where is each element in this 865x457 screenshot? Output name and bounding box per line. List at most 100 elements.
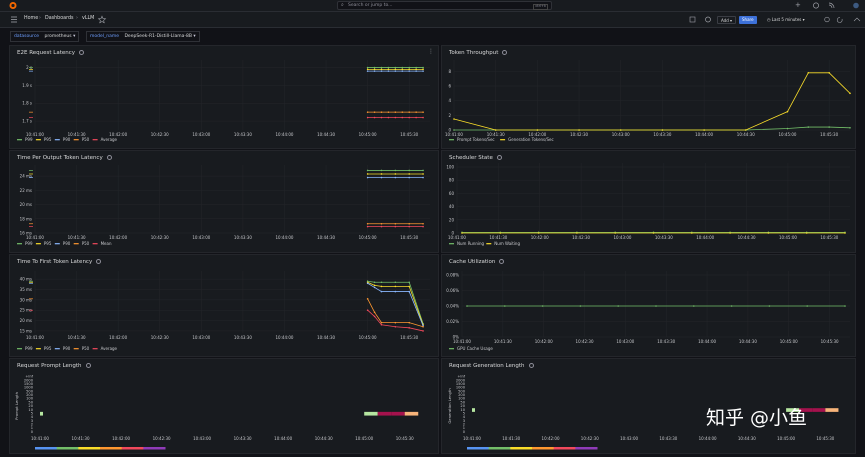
x-tick-label: 10:41:00 [463,436,481,441]
data-point [466,305,468,307]
x-tick-label: 10:44:00 [696,235,714,240]
data-point [422,173,424,175]
watermark: 知乎 @小鱼 [706,407,808,429]
save-icon[interactable] [689,16,696,23]
data-point [401,70,404,72]
variable-value: DeepSeek-R1-Distill-Llama-8B [124,34,192,39]
data-point [415,66,417,69]
panel-title-text: Time Per Output Token Latency [17,155,103,161]
x-tick-label: 10:42:30 [576,339,594,344]
legend-label: Num Waiting [494,241,520,246]
info-icon [79,50,85,55]
data-point [408,70,411,72]
data-point [394,225,397,228]
gear-icon[interactable] [705,16,711,23]
heatmap-cell [786,408,800,412]
data-point [380,225,383,228]
x-tick-label: 10:41:30 [68,235,86,240]
add-menu-button[interactable]: + [795,1,801,9]
x-tick-label: 10:43:00 [193,436,211,441]
panel-token-throughput[interactable]: Token Throughput 10:41:00 10:41:30 10:42:0… [441,45,856,149]
y-tick-label: 0 [463,430,466,434]
info-icon [96,259,102,264]
star-icon[interactable] [97,15,107,24]
data-point [401,111,404,113]
datasource-variable[interactable]: datasource prometheus ▾ [10,31,80,42]
panel-request-prompt-length[interactable]: Request Prompt Length Prompt Length +Inf… [9,358,439,454]
breadcrumb-dashboards[interactable]: Dashboards [45,16,74,21]
x-tick-label: 10:43:30 [659,436,677,441]
legend-label: Mean [101,241,112,246]
series-line [367,282,424,326]
zoom-out-icon[interactable] [824,16,830,23]
hamburger-icon[interactable] [11,16,17,23]
x-tick-label: 10:43:00 [613,235,631,240]
legend-label: GPU Cache Usage [457,346,493,351]
panel-scheduler-state[interactable]: Scheduler State 10:41:00 10:41:30 10:42:00… [441,150,856,253]
data-point [408,111,411,113]
panel-e2e-request-latency[interactable]: E2E Request Latency ⋮ 10:41:00 10:41:30 10… [9,45,439,149]
data-point [807,126,810,128]
chevron-up-icon[interactable] [853,17,861,22]
panel-menu-icon[interactable]: ⋮ [428,48,434,55]
rss-icon[interactable] [828,2,835,9]
color-scale-segment [510,447,533,450]
panel-request-generation-length[interactable]: Request Generation Length Generation Len… [441,358,856,454]
data-point [805,232,808,234]
legend-label: Generation Tokens/Sec [508,137,554,142]
data-point [380,281,383,284]
x-tick-label: 10:44:30 [737,132,755,137]
heatmap-cell [812,408,826,412]
refresh-icon[interactable] [836,17,843,23]
color-scale-segment [78,447,101,450]
y-tick-label: 20 ms [20,202,32,207]
y-tick-label: 8 [448,69,451,74]
data-point [461,232,463,234]
x-tick-label: 10:44:00 [698,339,716,344]
y-tick-label: 16 ms [20,231,32,236]
legend-label: P90 [63,137,71,142]
help-circle-icon[interactable] [813,2,819,9]
model-name-variable[interactable]: model_name DeepSeek-R1-Distill-Llama-8B … [86,31,200,42]
series-line [367,298,424,328]
data-point [373,68,376,71]
data-point [422,70,424,72]
series-line [454,126,851,131]
y-tick-label: 500 [26,389,34,393]
y-tick-label: 80 [449,178,455,183]
data-point [408,66,411,69]
panel-cache-utilization[interactable]: Cache Utilization 10:41:00 10:41:30 10:42:… [441,254,856,357]
info-icon [502,50,508,55]
breadcrumb-home[interactable]: Home [24,16,39,21]
x-tick-label: 10:42:00 [109,132,127,137]
x-tick-label: 10:43:30 [653,132,671,137]
y-tick-label: 4 [31,415,34,419]
search-box[interactable]: ⌕ Search or jump to... ctrl+k [337,1,552,10]
panel-title: Time To First Token Latency [17,259,102,265]
data-point [767,232,770,234]
y-tick-label: 1000 [24,386,34,390]
data-point [394,281,397,284]
x-tick-label: 10:45:30 [821,339,839,344]
time-range-picker[interactable]: ◷ Last 5 minutes ▾ [767,17,805,22]
x-tick-label: 10:44:00 [274,436,292,441]
share-button[interactable]: Share [739,16,757,24]
x-tick-label: 10:43:00 [192,335,210,340]
add-button[interactable]: Add ▾ [717,16,737,24]
data-point [373,311,376,314]
y-tick-label: 1000 [456,386,466,390]
panel-time-to-first-token[interactable]: Time To First Token Latency 10:41:00 10:4… [9,254,439,357]
avatar-icon[interactable] [853,2,859,9]
heatmap-cell [799,408,813,412]
y-tick-label: 0 [451,231,454,236]
panel-time-per-output-token[interactable]: Time Per Output Token Latency 10:41:00 10… [9,150,439,253]
chart-svg: 10:41:00 10:41:30 10:42:00 10:42:30 10:43:00… [17,165,430,246]
data-point [576,232,578,234]
heatmap-cell [40,411,43,416]
data-point [366,66,369,69]
grafana-logo-icon[interactable] [9,2,17,9]
top-bar: ⌕ Search or jump to... ctrl+k + [0,0,865,12]
x-tick-label: 10:41:00 [26,235,44,240]
data-point [408,281,411,284]
color-scale-segment [532,447,555,450]
